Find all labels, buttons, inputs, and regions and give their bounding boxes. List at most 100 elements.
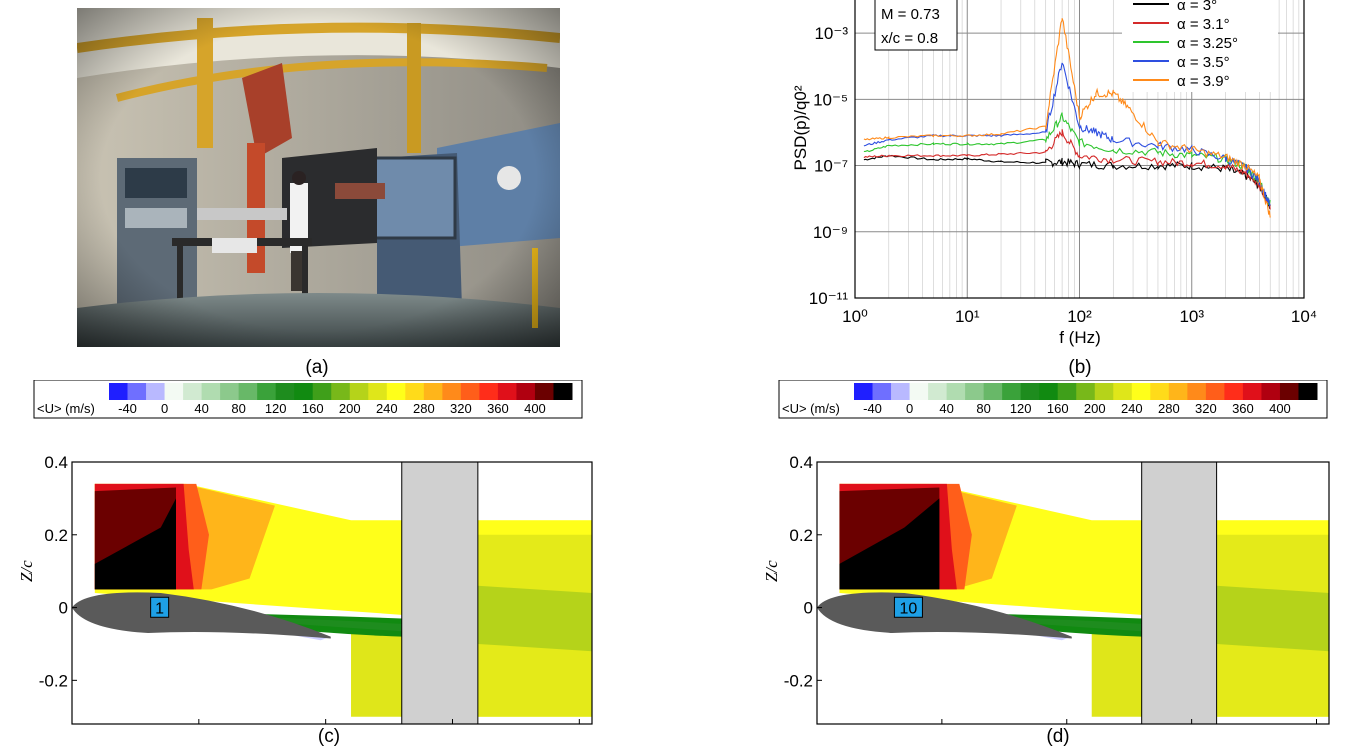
field-region (1091, 629, 1142, 717)
colorbar-swatch (854, 383, 874, 400)
colorbar-tick: 200 (339, 401, 361, 416)
wake-region (1216, 585, 1329, 652)
photo-panel-a (76, 8, 561, 347)
colorbar-tick: 320 (1195, 401, 1217, 416)
colorbar-tick: 120 (265, 401, 287, 416)
colorbar-swatch (872, 383, 892, 400)
marker-label: 1 (155, 600, 164, 617)
y-tick-label: -0.2 (39, 671, 68, 690)
colorbar-swatch (891, 383, 911, 400)
y-tick-label: 0.4 (44, 453, 68, 472)
colorbar-tick: 240 (1121, 401, 1143, 416)
colorbar-swatch (1057, 383, 1077, 400)
series-line (863, 18, 1271, 218)
colorbar-swatch (479, 383, 499, 400)
colorbar-swatch (1076, 383, 1096, 400)
colorbar-swatch (1168, 383, 1188, 400)
colorbar-swatch (1131, 383, 1151, 400)
colorbar-swatch (1187, 383, 1207, 400)
colorbar-swatch (1150, 383, 1170, 400)
colorbar-swatch (1224, 383, 1244, 400)
colorbar-tick: 40 (939, 401, 953, 416)
x-axis-label: f (Hz) (1059, 328, 1101, 347)
colorbar-swatch (1094, 383, 1114, 400)
annotation-box (874, 0, 958, 51)
colorbar-swatch (497, 383, 517, 400)
colorbar-swatch (1261, 383, 1281, 400)
colorbar-tick: 320 (450, 401, 472, 416)
colorbar-tick: 40 (194, 401, 208, 416)
x-tick-label: 10¹ (955, 307, 980, 326)
colorbar-tick: 400 (1269, 401, 1291, 416)
wind-tunnel-photo (76, 8, 561, 347)
colorbar-swatch (534, 383, 554, 400)
optical-mask (1141, 461, 1218, 725)
colorbar-swatch (1279, 383, 1299, 400)
colorbar-swatch (183, 383, 203, 400)
caption-c: (c) (317, 726, 341, 747)
airfoil-shape (72, 592, 331, 639)
psd-chart: 10⁰ 10¹ 10² 10³ 10⁴ 10⁻¹¹ 10⁻⁹ 10⁻⁷ 10⁻⁵ 10⁻³ f … (791, 0, 1317, 347)
colorbar-swatch (928, 383, 948, 400)
x-tick-label: 10² (1067, 307, 1092, 326)
colorbar-swatch (909, 383, 929, 400)
caption-d: (d) (1046, 726, 1070, 747)
colorbar-tick: 360 (487, 401, 509, 416)
wake-region (477, 585, 592, 652)
marker-box (150, 596, 170, 618)
colorbar-swatch (331, 383, 351, 400)
legend-label: α = 3° (1177, 0, 1217, 14)
y-tick-label: 0 (59, 599, 68, 618)
y-tick-label: -0.2 (784, 671, 813, 690)
colorbar-swatch (109, 383, 129, 400)
colorbar-swatch (946, 383, 966, 400)
series-line (863, 154, 1271, 210)
colorbar-swatch (1242, 383, 1262, 400)
colorbar-swatch (127, 383, 147, 400)
y-tick-label: 10⁻³ (814, 24, 848, 43)
annotation-xc: x/c = 0.8 (881, 30, 938, 47)
colorbar-tick: 160 (1047, 401, 1069, 416)
x-tick-label: 10⁰ (842, 307, 868, 326)
legend (1122, 0, 1278, 92)
colorbar-tick: 160 (302, 401, 324, 416)
colorbar-swatch (386, 383, 406, 400)
colorbar-tick: 280 (1158, 401, 1180, 416)
y-tick-label: 0.2 (789, 526, 813, 545)
plot-frame (854, 0, 1305, 299)
contour-panel-d: <U> (m/s) -40 0 40 80 120 160 200 240 280 320 360 40… (762, 380, 1330, 725)
colorbar-swatch (516, 383, 536, 400)
y-tick-label: 10⁻⁵ (813, 90, 848, 109)
y-tick-labels: 10⁻¹¹ 10⁻⁹ 10⁻⁷ 10⁻⁵ 10⁻³ (809, 24, 849, 308)
colorbar-label: <U> (m/s) (37, 401, 95, 416)
axes-frame (71, 461, 593, 725)
colorbar-swatch (1298, 383, 1318, 400)
colorbar-tick: 80 (231, 401, 245, 416)
legend-entries: α = 3° α = 3.1° α = 3.25° α = 3.5° α = 3.9° (1133, 0, 1238, 90)
series-group (863, 18, 1271, 218)
colorbar-tick: 400 (524, 401, 546, 416)
colorbar-swatch (1020, 383, 1040, 400)
y-axis-label: Z/c (17, 560, 36, 582)
colorbar-swatch (1205, 383, 1225, 400)
colorbar-label: <U> (m/s) (782, 401, 840, 416)
y-axis-label: PSD(p)/q0² (791, 85, 810, 170)
marker-label: 10 (900, 600, 918, 617)
axes-frame (816, 461, 1330, 725)
colorbar-swatch (146, 383, 166, 400)
x-tick-labels: 10⁰ 10¹ 10² 10³ 10⁴ (842, 307, 1317, 326)
x-tick-label: 10⁴ (1291, 307, 1317, 326)
colorbar-swatch (312, 383, 332, 400)
y-tick-label: 0 (804, 599, 813, 618)
colorbar-swatch (349, 383, 369, 400)
x-tick-label: 10³ (1179, 307, 1204, 326)
colorbar-swatch (257, 383, 277, 400)
colorbar-swatch (238, 383, 258, 400)
colorbar-swatch (460, 383, 480, 400)
colorbar-swatch (405, 383, 425, 400)
legend-label: α = 3.1° (1177, 16, 1230, 33)
colorbar-swatch (368, 383, 388, 400)
colorbar-tick: 120 (1010, 401, 1032, 416)
colorbar-swatch (164, 383, 184, 400)
colorbar-tick: 0 (906, 401, 913, 416)
